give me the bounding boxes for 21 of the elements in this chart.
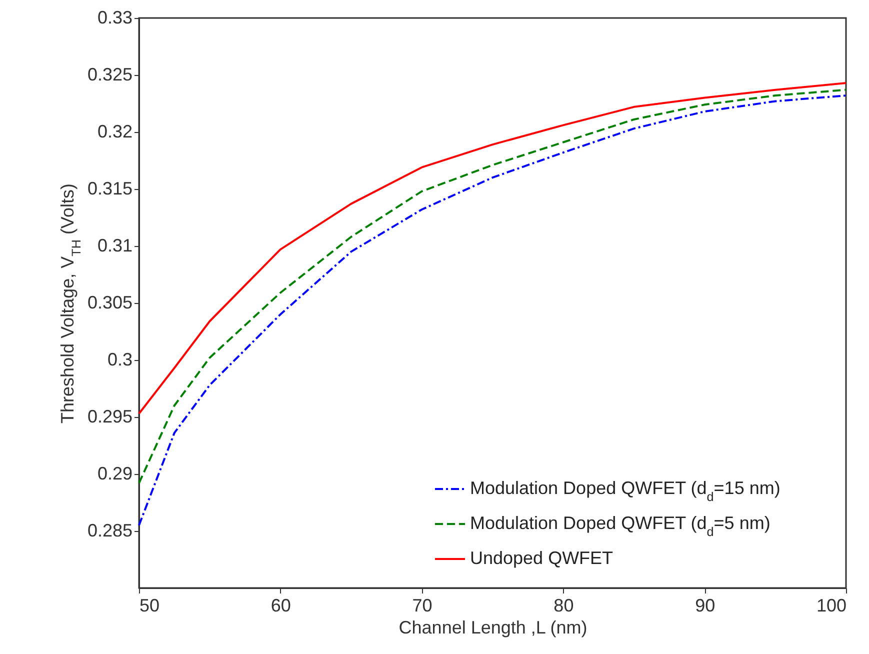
y-tick-label: 0.33 [97,8,132,28]
x-tick-label: 100 [816,596,846,616]
y-tick-label: 0.31 [97,236,132,256]
y-tick-label: 0.295 [87,406,132,426]
y-tick-label: 0.3 [107,350,132,370]
x-tick-label: 80 [554,596,574,616]
x-tick-label: 90 [695,596,716,616]
x-tick-label: 60 [270,596,291,616]
legend-label: Modulation Doped QWFET (d$_{d}$=15 nm) [470,478,780,504]
x-axis-title: Channel Length ,L (nm) [398,618,588,638]
legend-label: Undoped QWFET [470,548,614,568]
y-tick-label: 0.305 [87,292,132,312]
legend-label: Modulation Doped QWFET (d$_{d}$=5 nm) [470,513,770,539]
y-tick-label: 0.32 [97,122,132,142]
y-tick-label: 0.315 [87,178,132,198]
line-series [138,82,847,415]
x-tick-label: 50 [140,596,160,616]
y-tick-label: 0.285 [87,520,132,540]
x-tick-label: 70 [412,596,432,616]
y-tick-label: 0.29 [97,464,132,484]
y-tick-label: 0.325 [87,64,132,84]
